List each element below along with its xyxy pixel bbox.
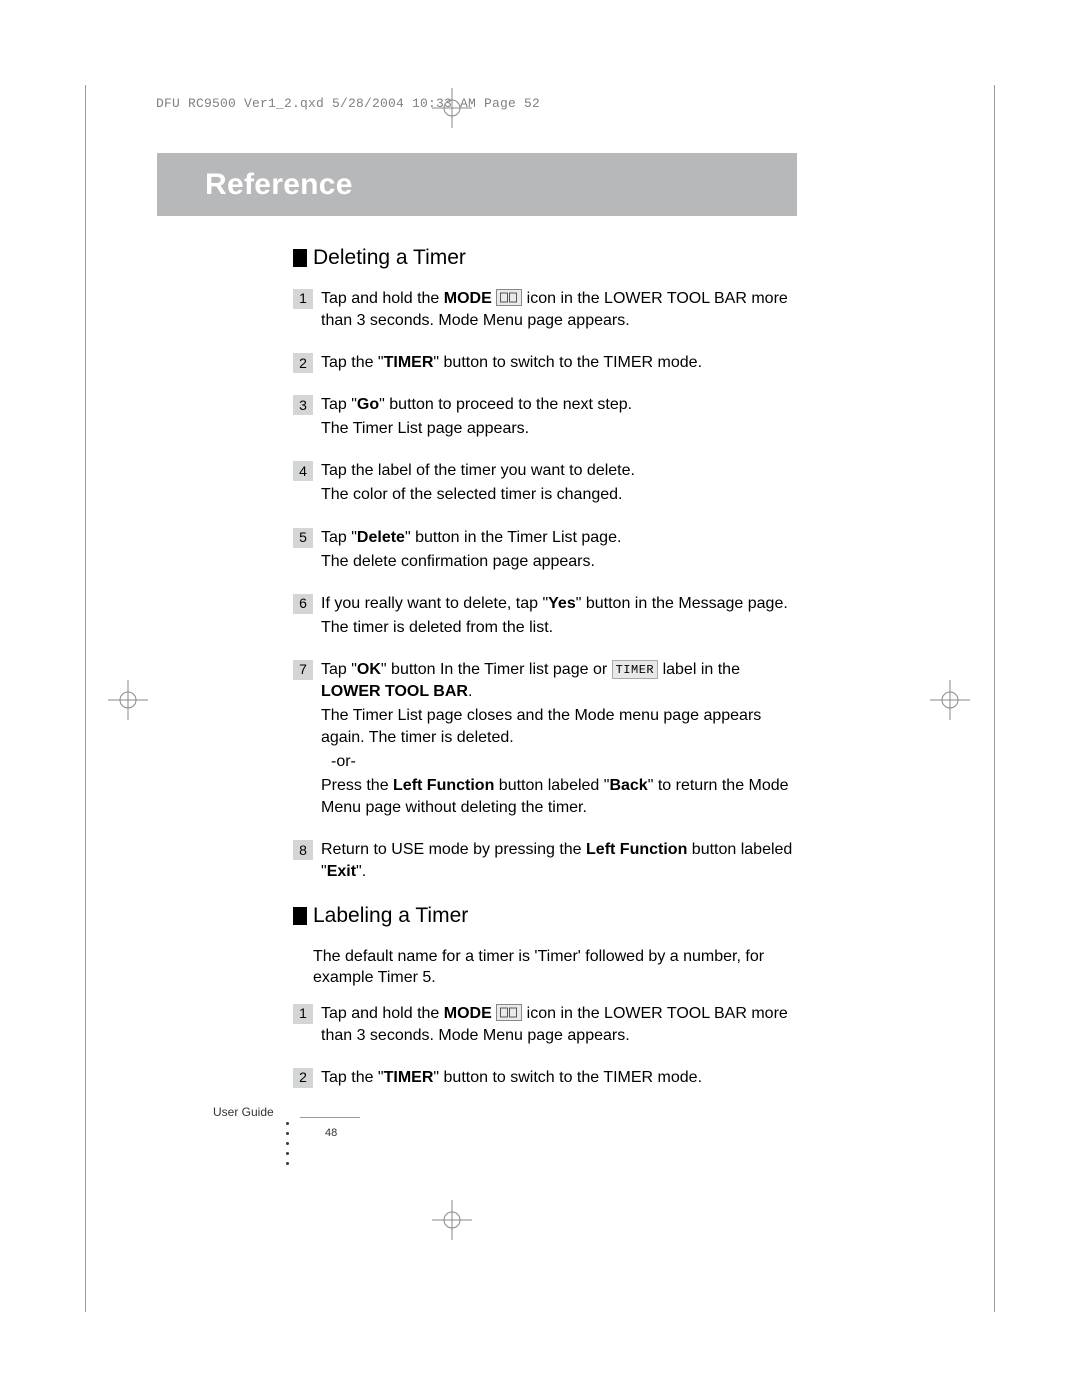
footer-dots [286,1122,289,1165]
section-intro-text: The default name for a timer is 'Timer' … [313,946,795,989]
footer-rule [300,1117,360,1118]
section-marker-icon [293,249,307,267]
step-row: 6 If you really want to delete, tap "Yes"… [293,593,795,639]
step-body: Tap the label of the timer you want to d… [321,460,795,506]
section-header-title: Reference [205,168,353,202]
step-body: Tap the "TIMER" button to switch to the … [321,352,795,374]
page-number: 48 [325,1127,337,1139]
step-row: 3 Tap "Go" button to proceed to the next … [293,394,795,440]
step-number: 2 [293,353,313,373]
mode-icon [496,1004,522,1021]
step-number: 5 [293,528,313,548]
step-number: 1 [293,289,313,309]
step-row: 5 Tap "Delete" button in the Timer List p… [293,527,795,573]
print-job-header: DFU RC9500 Ver1_2.qxd 5/28/2004 10:33 AM… [156,96,540,111]
section-title-row: Labeling a Timer [293,904,795,928]
step-row: 8 Return to USE mode by pressing the Left… [293,839,795,883]
step-number: 1 [293,1004,313,1024]
section-title-row: Deleting a Timer [293,246,795,270]
step-number: 3 [293,395,313,415]
section-header-band: Reference [157,153,797,216]
step-number: 2 [293,1068,313,1088]
step-row: 7 Tap "OK" button In the Timer list page … [293,659,795,820]
step-row: 1 Tap and hold the MODE icon in the LOWER… [293,1003,795,1047]
step-row: 2 Tap the "TIMER" button to switch to the… [293,1067,795,1089]
step-number: 6 [293,594,313,614]
timer-label-icon: TIMER [612,660,659,680]
section-marker-icon [293,907,307,925]
step-body: Tap and hold the MODE icon in the LOWER … [321,1003,795,1047]
step-body: Tap the "TIMER" button to switch to the … [321,1067,795,1089]
section-title-deleting: Deleting a Timer [313,246,466,270]
step-number: 7 [293,660,313,680]
step-row: 1 Tap and hold the MODE icon in the LOWER… [293,288,795,332]
step-number: 8 [293,840,313,860]
footer-user-guide-label: User Guide [213,1105,274,1119]
step-body: Return to USE mode by pressing the Left … [321,839,795,883]
section-title-labeling: Labeling a Timer [313,904,468,928]
mode-icon [496,289,522,306]
step-number: 4 [293,461,313,481]
step-row: 2 Tap the "TIMER" button to switch to the… [293,352,795,374]
step-row: 4 Tap the label of the timer you want to … [293,460,795,506]
step-body: Tap "Go" button to proceed to the next s… [321,394,795,440]
step-body: Tap "OK" button In the Timer list page o… [321,659,795,820]
step-body: Tap "Delete" button in the Timer List pa… [321,527,795,573]
step-body: If you really want to delete, tap "Yes" … [321,593,795,639]
step-body: Tap and hold the MODE icon in the LOWER … [321,288,795,332]
content-area: Deleting a Timer 1 Tap and hold the MODE … [293,246,795,1109]
